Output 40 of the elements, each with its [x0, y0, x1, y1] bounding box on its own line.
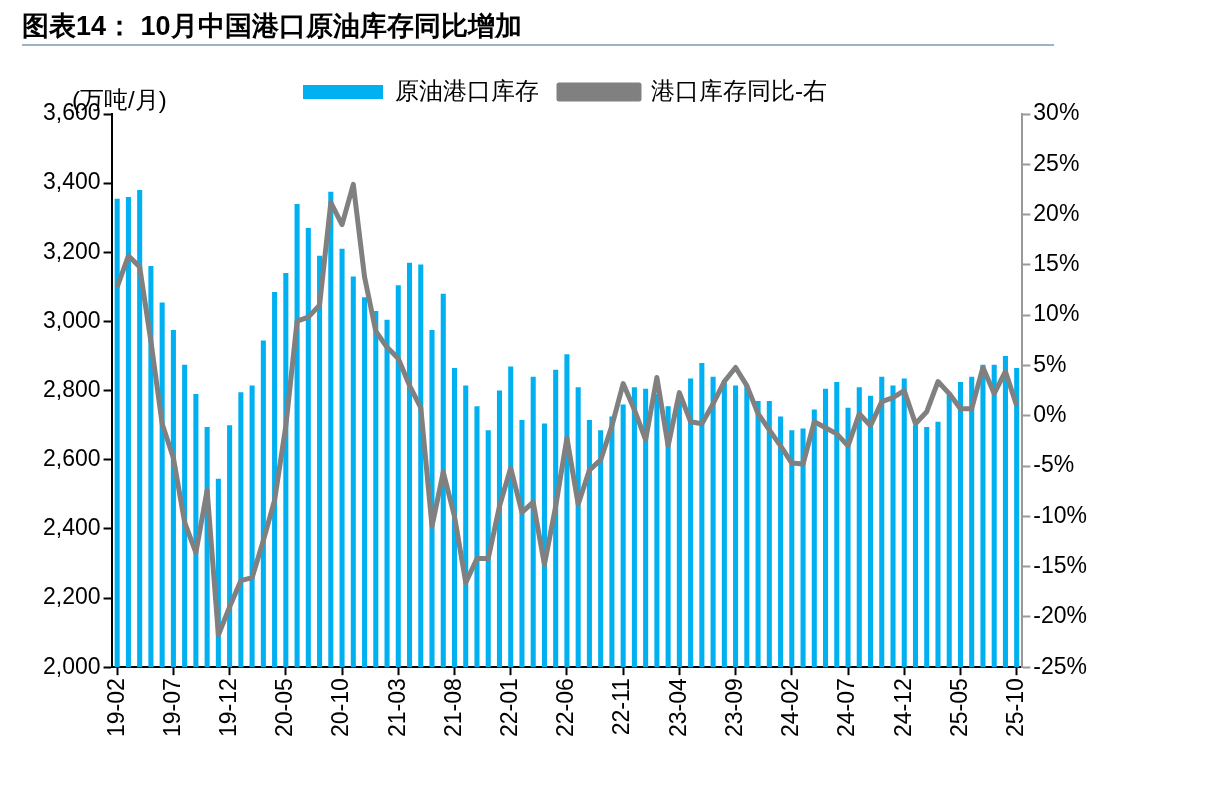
x-tick-label: 22-06 — [552, 678, 579, 737]
y2-tick-label: -5% — [1033, 451, 1075, 478]
x-tick-label: 19-12 — [214, 678, 241, 737]
y-tick-label: 2,800 — [42, 375, 101, 402]
y2-tick-label: -20% — [1033, 602, 1088, 629]
x-tick-label: 24-02 — [777, 678, 804, 737]
y2-tick-label: 25% — [1033, 149, 1080, 176]
x-tick-label: 24-12 — [889, 678, 916, 737]
y2-tick-label: -15% — [1033, 551, 1088, 578]
y2-tick-label: 10% — [1033, 300, 1080, 327]
x-tick-label: 25-05 — [945, 678, 972, 737]
x-tick-label: 22-01 — [496, 678, 523, 737]
y2-tick-label: -10% — [1033, 501, 1088, 528]
x-tick-label: 21-08 — [439, 678, 466, 737]
x-tick-label: 23-04 — [664, 677, 691, 737]
x-tick-label: 19-02 — [102, 678, 129, 737]
y-tick-label: 3,000 — [42, 306, 101, 333]
legend-label: 原油港口库存 — [395, 76, 539, 104]
y-tick-label: 2,400 — [42, 514, 101, 541]
y-tick-label: 2,600 — [42, 445, 101, 472]
chart-title: 图表14： 10月中国港口原油库存同比增加 — [22, 10, 522, 43]
x-tick-label: 21-03 — [383, 678, 410, 737]
x-tick-label: 25-10 — [1002, 678, 1029, 737]
x-tick-label: 20-05 — [271, 678, 298, 737]
y-tick-label: 3,400 — [42, 168, 101, 195]
x-tick-label: 19-07 — [158, 678, 185, 737]
y-tick-label: 2,200 — [42, 583, 101, 610]
y-tick-label: 2,000 — [42, 652, 101, 679]
y2-tick-label: 15% — [1033, 250, 1080, 277]
y2-tick-label: 0% — [1033, 401, 1067, 428]
y2-tick-label: 20% — [1033, 199, 1080, 226]
x-tick-label: 20-10 — [327, 678, 354, 737]
y2-tick-label: 30% — [1033, 99, 1080, 126]
legend-label: 港口库存同比-右 — [651, 76, 827, 104]
x-tick-label: 23-09 — [720, 678, 747, 737]
y2-tick-label: -25% — [1033, 652, 1088, 679]
x-tick-label: 24-07 — [833, 678, 860, 737]
y-tick-label: 3,200 — [42, 237, 101, 264]
y2-tick-label: 5% — [1033, 350, 1067, 377]
x-tick-label: 22-11 — [608, 678, 635, 736]
